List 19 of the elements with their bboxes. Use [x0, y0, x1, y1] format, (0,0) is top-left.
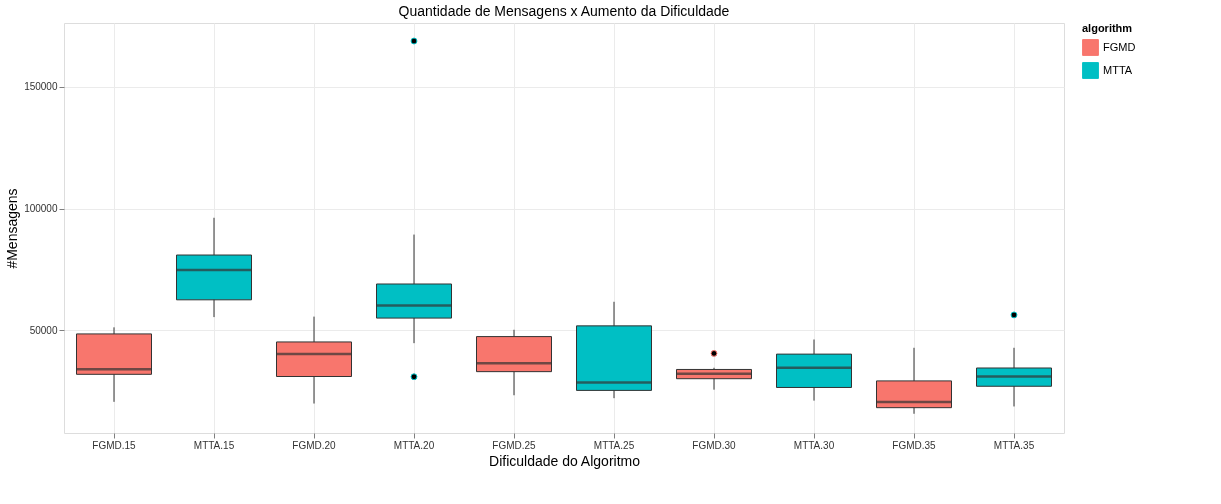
x-tick-label: MTTA.15: [193, 439, 235, 451]
x-tick-label: FGMD.35: [892, 439, 937, 451]
x-tick-label: FGMD.20: [292, 439, 337, 451]
y-tick-label: 150000: [24, 81, 58, 93]
x-tick-label: MTTA.30: [793, 439, 835, 451]
y-axis-title: #Mensagens: [4, 188, 21, 269]
legend-label: MTTA: [1103, 63, 1133, 76]
y-tick-label: 100000: [24, 203, 58, 215]
legend-label: FGMD: [1103, 40, 1136, 53]
x-tick-label: MTTA.20: [393, 439, 435, 451]
chart-title: Quantidade de Mensagens x Aumento da Dificuldade: [398, 3, 730, 19]
legend-title: algorithm: [1082, 22, 1133, 34]
x-tick-label: FGMD.15: [92, 439, 137, 451]
x-axis-title: Dificuldade do Algoritmo: [489, 452, 641, 469]
x-tick-label: MTTA.35: [993, 439, 1035, 451]
y-tick-label: 50000: [29, 324, 58, 336]
x-tick-label: MTTA.25: [593, 439, 635, 451]
x-tick-label: FGMD.25: [492, 439, 537, 451]
x-tick-label: FGMD.30: [692, 439, 737, 451]
